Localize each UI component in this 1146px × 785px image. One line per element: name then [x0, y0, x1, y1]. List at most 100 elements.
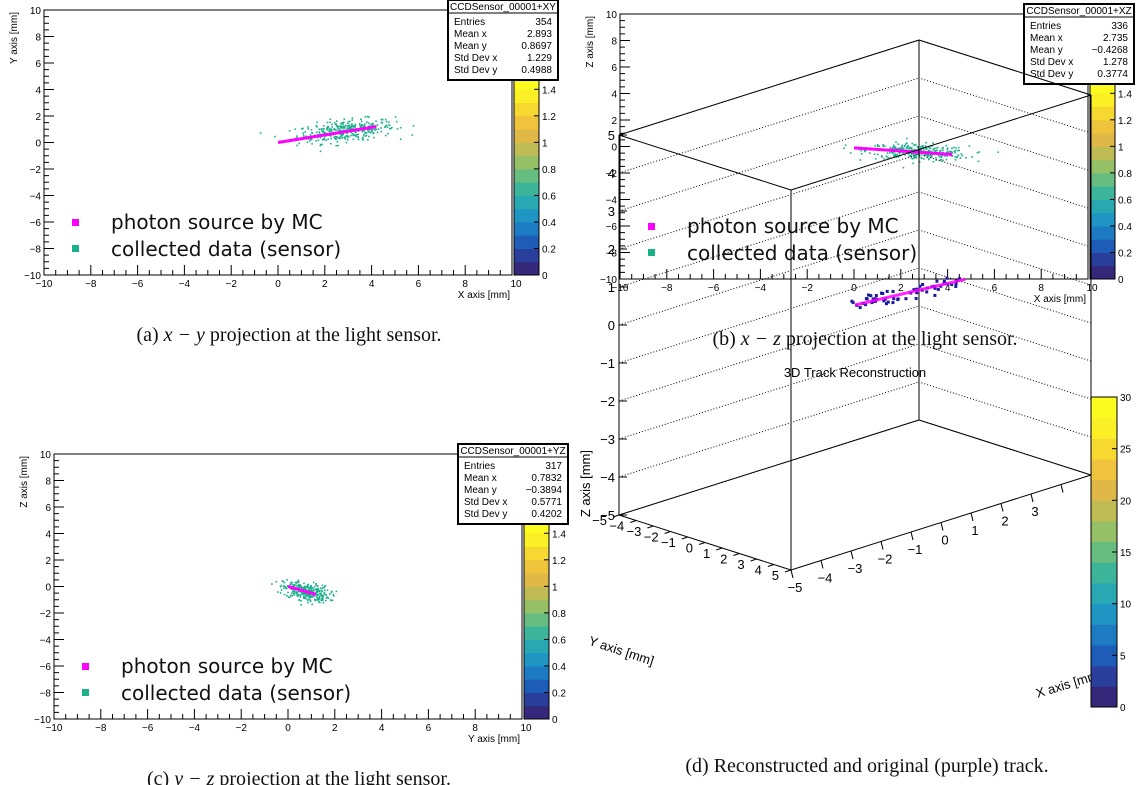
sensor-point	[309, 593, 311, 596]
sensor-point	[321, 597, 323, 600]
sensor-point	[325, 597, 328, 599]
sensor-point	[329, 118, 332, 121]
sensor-point	[311, 596, 313, 598]
original-track	[854, 277, 966, 307]
sensor-point	[997, 151, 1000, 154]
stats-value: −0.3894	[526, 485, 563, 496]
y-tick-label: 6	[45, 503, 51, 514]
sensor-point	[323, 586, 325, 589]
y-tick-label: −10	[600, 275, 617, 286]
colorbar-segment	[1090, 199, 1115, 214]
sensor-point	[925, 147, 928, 149]
stats-value: 1.278	[1103, 57, 1128, 68]
sensor-point	[902, 148, 904, 151]
plot-frame	[619, 13, 1089, 280]
sensor-point	[368, 124, 371, 127]
sensor-point	[889, 151, 891, 154]
sensor-point	[350, 134, 352, 137]
sensor-point	[315, 591, 317, 594]
y-tick-label: 4	[755, 563, 762, 578]
sensor-point	[351, 119, 354, 121]
sensor-point	[296, 136, 298, 139]
sensor-point	[954, 149, 957, 152]
caption-prefix: (a)	[136, 324, 163, 346]
x-tick-label: 10	[1086, 283, 1098, 294]
sensor-point	[324, 599, 327, 602]
colorbar-segment	[524, 639, 549, 654]
reconstructed-point	[936, 287, 940, 291]
sensor-point	[337, 129, 340, 132]
x-tick-label: −4	[818, 571, 833, 586]
legend-label-sensor: collected data (sensor)	[111, 237, 341, 261]
colorbar-segment	[514, 168, 539, 183]
sensor-point	[304, 597, 306, 599]
sensor-point	[317, 599, 320, 601]
stats-value: 0.8697	[521, 41, 552, 52]
x-tick	[880, 541, 884, 550]
sensor-point	[283, 585, 285, 587]
sensor-point	[388, 128, 391, 130]
sensor-point	[330, 129, 333, 132]
sensor-point	[388, 124, 391, 127]
chart-title: 3D Track Reconstruction	[784, 365, 926, 380]
caption-prefix: (c)	[147, 768, 174, 785]
sensor-point	[321, 599, 324, 601]
reconstructed-point	[918, 284, 922, 288]
sensor-point	[290, 588, 293, 591]
sensor-point	[307, 601, 309, 604]
y-tick-label: −4	[609, 519, 624, 534]
sensor-point	[330, 137, 332, 140]
sensor-point	[299, 594, 302, 596]
reconstructed-point	[891, 301, 895, 305]
sensor-point	[377, 128, 380, 130]
sensor-point	[873, 153, 876, 156]
sensor-point	[291, 583, 293, 586]
panel-d: 3D Track Reconstruction−5−4−3−2−1012345Z…	[578, 39, 1132, 777]
reconstructed-point	[864, 297, 868, 301]
z-tick-label: 5	[608, 128, 615, 143]
sensor-point	[936, 149, 938, 152]
sensor-point	[322, 596, 324, 599]
sensor-point	[897, 156, 900, 158]
sensor-point	[300, 599, 302, 602]
sensor-point	[283, 593, 286, 596]
sensor-point	[338, 128, 341, 130]
z-tick-label: 2	[608, 242, 615, 257]
sensor-point	[320, 594, 323, 596]
sensor-point	[313, 598, 316, 601]
sensor-point	[364, 135, 367, 137]
sensor-point	[926, 154, 928, 156]
colorbar-segment	[1091, 583, 1117, 605]
sensor-point	[324, 584, 327, 587]
sensor-point	[298, 584, 300, 587]
sensor-point	[322, 138, 325, 141]
sensor-point	[342, 126, 345, 128]
y-tick-label: 0	[611, 143, 617, 154]
sensor-point	[343, 121, 345, 124]
sensor-point	[305, 595, 308, 597]
stats-label: Mean x	[454, 29, 487, 40]
sensor-point	[367, 130, 370, 133]
reconstructed-point	[885, 289, 889, 293]
sensor-point	[380, 130, 383, 133]
sensor-point	[305, 598, 308, 600]
sensor-point	[310, 590, 313, 593]
sensor-point	[384, 125, 387, 128]
x-tick-label: −4	[189, 723, 201, 734]
sensor-point	[300, 128, 303, 130]
sensor-point	[283, 587, 285, 589]
sensor-point	[859, 159, 862, 161]
sensor-point	[357, 138, 360, 141]
reconstructed-point	[954, 284, 958, 288]
sensor-point	[318, 590, 321, 593]
sensor-point	[323, 592, 326, 595]
sensor-point	[340, 122, 342, 125]
sensor-point	[897, 148, 899, 150]
x-tick-label: 10	[510, 279, 522, 290]
sensor-point	[342, 133, 344, 136]
sensor-point	[310, 138, 313, 141]
caption-prefix: (d)	[685, 755, 713, 777]
y-tick-label: 8	[611, 37, 617, 48]
x-tick-label: 4	[945, 283, 951, 294]
